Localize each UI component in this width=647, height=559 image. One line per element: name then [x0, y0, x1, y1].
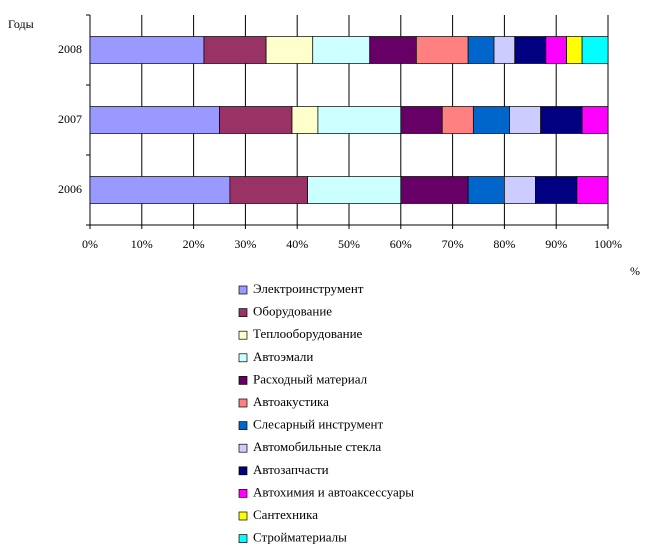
legend-label: Стройматериалы [253, 530, 347, 545]
bar-segment [509, 106, 542, 134]
x-tick-label: 0% [82, 237, 98, 251]
x-tick-label: 70% [442, 237, 464, 251]
legend-swatch [238, 466, 248, 476]
bar-segment [229, 176, 308, 204]
bar-segment [472, 106, 510, 134]
legend-swatch [238, 443, 248, 453]
bar-segment [441, 106, 474, 134]
legend-swatch [238, 511, 248, 521]
bar-segment [317, 106, 402, 134]
bar-segment [219, 106, 293, 134]
bar-segment [535, 176, 578, 204]
bar-segment [467, 36, 495, 64]
legend-label: Расходный материал [253, 371, 368, 386]
legend-label: Теплооборудование [253, 326, 363, 341]
legend-label: Электроинструмент [253, 281, 364, 296]
bar-segment [493, 36, 516, 64]
legend-label: Автоакустика [253, 394, 329, 409]
legend-label: Автомобильные стекла [253, 439, 381, 454]
bar-segment [291, 106, 319, 134]
bar-segment [545, 36, 567, 64]
legend-swatch [238, 534, 248, 543]
bar-segment [89, 106, 220, 134]
bar-segment [89, 36, 205, 64]
bar-segment [415, 36, 469, 64]
bar-segment [369, 36, 417, 64]
bar-segment [400, 176, 469, 204]
bar-segment [307, 176, 402, 204]
legend-swatch [238, 330, 248, 340]
x-tick-label: 90% [545, 237, 567, 251]
bar-segment [581, 36, 609, 64]
x-tick-label: 20% [183, 237, 205, 251]
bar-segment [312, 36, 371, 64]
legend-swatch [238, 489, 248, 498]
legend-label: Автоэмали [253, 349, 313, 364]
x-tick-label: 30% [234, 237, 256, 251]
legend-swatch [238, 285, 248, 295]
x-tick-label: 100% [594, 237, 622, 251]
bar-segment [504, 176, 536, 204]
legend-label: Сантехника [253, 507, 318, 522]
legend-label: Слесарный инструмент [253, 417, 383, 432]
bar-segment [576, 176, 609, 204]
x-tick-label: 50% [338, 237, 360, 251]
x-tick-label: 80% [493, 237, 515, 251]
bar-segment [566, 36, 583, 64]
bar-segment [400, 106, 443, 134]
x-tick-label: 60% [390, 237, 412, 251]
bar-segment [203, 36, 267, 64]
legend-swatch [238, 398, 248, 408]
legend-label: Автозапчасти [253, 462, 329, 477]
legend-swatch [238, 353, 248, 363]
legend-label: Оборудование [253, 304, 332, 319]
y-tick-label: 2006 [58, 182, 82, 196]
x-tick-label: 40% [286, 237, 308, 251]
bar-segment [581, 106, 609, 134]
bar-segment [514, 36, 547, 64]
bar-segment [540, 106, 583, 134]
legend-label: Автохимия и автоаксессуары [253, 484, 414, 499]
bar-segment [265, 36, 314, 64]
y-tick-label: 2008 [58, 42, 82, 56]
bar-segment [89, 176, 231, 204]
x-axis-label: % [630, 264, 640, 278]
bar-segment [467, 176, 505, 204]
y-tick-label: 2007 [58, 112, 82, 126]
legend-swatch [238, 308, 248, 317]
legend-swatch [238, 376, 248, 385]
legend-swatch [238, 421, 248, 430]
x-tick-label: 10% [131, 237, 153, 251]
y-axis-label: Годы [8, 17, 34, 31]
